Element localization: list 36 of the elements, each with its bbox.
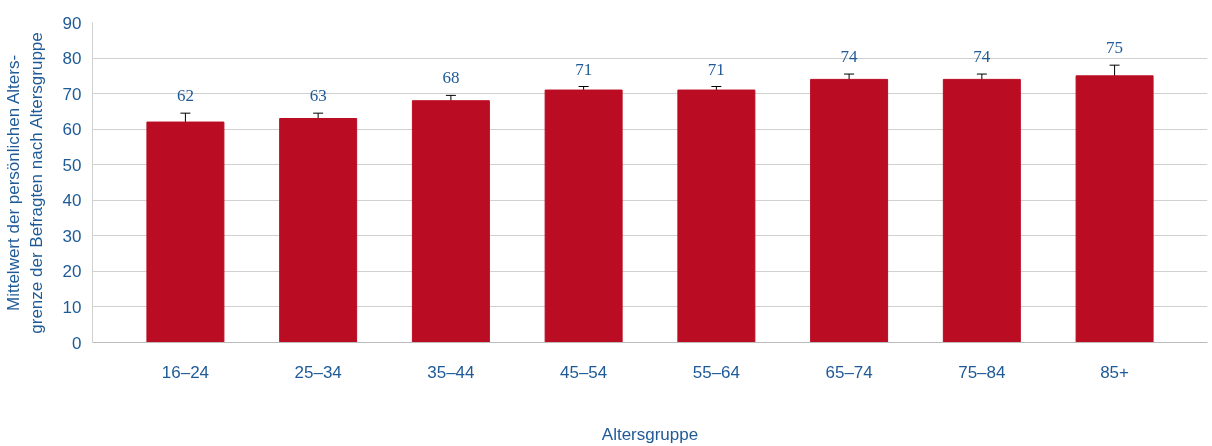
bar (279, 118, 358, 343)
y-tick-label: 40 (62, 191, 82, 211)
data-label: 75 (1106, 38, 1124, 58)
y-tick-label: 70 (62, 84, 82, 104)
x-tick-label: 75–84 (958, 362, 1006, 382)
y-tick-label: 10 (62, 297, 82, 317)
y-tick-label: 90 (62, 13, 82, 33)
x-tick-label: 55–64 (692, 362, 741, 382)
data-label: 74 (973, 47, 991, 67)
bar (677, 89, 756, 343)
data-label: 62 (176, 86, 194, 106)
x-axis-title: Altersgruppe (601, 424, 699, 444)
data-label: 71 (575, 59, 593, 79)
bar (810, 78, 889, 343)
data-label: 71 (707, 59, 725, 79)
bar (1075, 75, 1154, 343)
y-tick-label: 20 (62, 262, 82, 282)
x-tick-label: 16–24 (161, 362, 210, 382)
y-tick-label: 50 (62, 155, 82, 175)
y-axis-title: Mittelwert der persönlichen Alters- grenze der Befragten nach Altersgruppe (3, 32, 46, 334)
bar (411, 100, 490, 343)
y-tick-label: 30 (62, 226, 82, 246)
x-tick-label: 35–44 (427, 362, 475, 382)
bar (146, 121, 225, 343)
data-label: 68 (442, 68, 460, 88)
bar (942, 78, 1021, 343)
data-label: 74 (840, 47, 859, 67)
y-tick-label: 80 (62, 49, 82, 69)
x-tick-label: 45–54 (559, 362, 608, 382)
x-tick-label: 65–74 (825, 362, 873, 382)
y-tick-label: 60 (62, 120, 82, 140)
x-tick-label: 25–34 (294, 362, 342, 382)
y-tick-label: 0 (72, 333, 82, 353)
x-tick-label: 85+ (1100, 362, 1130, 382)
data-label: 63 (309, 86, 327, 106)
bar (544, 89, 623, 343)
